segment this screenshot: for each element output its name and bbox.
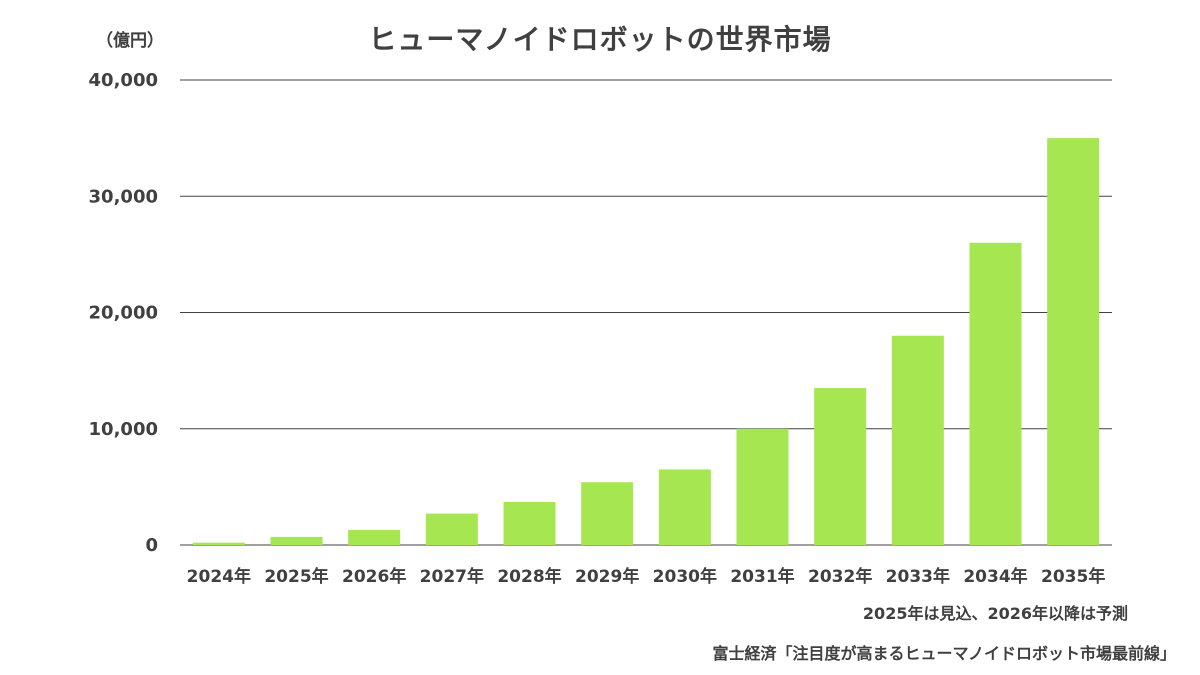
bar-2034年 [969, 242, 1022, 545]
x-tick-label: 2027年 [420, 566, 484, 587]
bar-2024年 [192, 542, 245, 545]
y-tick-label: 10,000 [89, 419, 158, 440]
bars [192, 138, 1100, 545]
x-tick-label: 2035年 [1041, 566, 1105, 587]
y-axis-ticks: 0 10,000 20,000 30,000 40,000 [89, 70, 158, 556]
forecast-note: 2025年は見込、2026年以降は予測 [862, 604, 1128, 623]
x-tick-label: 2028年 [497, 566, 561, 587]
y-axis-unit-label: （億円） [96, 31, 164, 51]
x-tick-label: 2032年 [808, 566, 872, 587]
x-axis-ticks: 2024年 2025年 2026年 2027年 2028年 2029年 2030年 2031年… [187, 566, 1106, 587]
bar-2035年 [1047, 138, 1100, 545]
gridlines [180, 79, 1112, 546]
x-tick-label: 2031年 [730, 566, 794, 587]
x-tick-label: 2029年 [575, 566, 639, 587]
y-tick-label: 0 [145, 535, 158, 556]
bar-2025年 [270, 536, 323, 545]
x-tick-label: 2024年 [187, 566, 251, 587]
bar-2032年 [814, 388, 867, 545]
bar-2027年 [425, 513, 478, 545]
chart-title: ヒューマノイドロボットの世界市場 [368, 23, 832, 56]
bar-2030年 [658, 469, 711, 545]
bar-2031年 [736, 428, 789, 545]
x-tick-label: 2030年 [653, 566, 717, 587]
bar-2029年 [581, 482, 634, 545]
x-tick-label: 2033年 [886, 566, 950, 587]
bar-2028年 [503, 501, 556, 545]
x-tick-label: 2034年 [963, 566, 1027, 587]
bar-2026年 [348, 529, 401, 545]
y-tick-label: 30,000 [89, 186, 158, 207]
x-tick-label: 2026年 [342, 566, 406, 587]
y-tick-label: 20,000 [89, 303, 158, 324]
x-tick-label: 2025年 [264, 566, 328, 587]
y-tick-label: 40,000 [89, 70, 158, 91]
source-citation: 富士経済「注目度が高まるヒューマノイドロボット市場最前線」 [712, 644, 1176, 663]
bar-2033年 [891, 335, 944, 545]
